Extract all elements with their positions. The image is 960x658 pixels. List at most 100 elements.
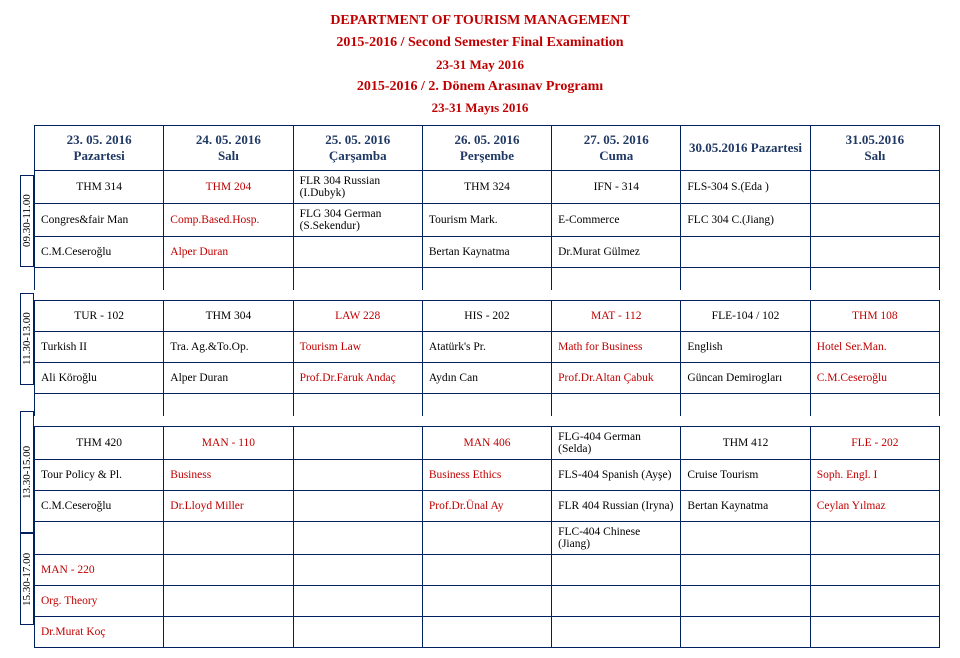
table-row: FLC-404 Chinese (Jiang)	[35, 521, 940, 554]
cell: C.M.Ceseroğlu	[810, 362, 939, 393]
time-sidebar: 09.30-11.00 11.30-13.00 13.30-15.00 15.3…	[20, 125, 34, 648]
cell: Tourism Law	[293, 331, 422, 362]
cell: Tra. Ag.&To.Op.	[164, 331, 293, 362]
table-row: THM 314 THM 204 FLR 304 Russian (I.Dubyk…	[35, 170, 940, 203]
cell: C.M.Ceseroğlu	[35, 236, 164, 267]
cell: MAN - 220	[35, 554, 164, 585]
cell	[293, 521, 422, 554]
cell	[422, 521, 551, 554]
day-col-2: 24. 05. 2016Salı	[164, 125, 293, 170]
cell: Ceylan Yılmaz	[810, 490, 939, 521]
cell	[552, 554, 681, 585]
cell: Atatürk's Pr.	[422, 331, 551, 362]
day-col-4: 26. 05. 2016Perşembe	[422, 125, 551, 170]
cell: Bertan Kaynatma	[681, 490, 810, 521]
cell: Congres&fair Man	[35, 203, 164, 236]
cell: THM 324	[422, 170, 551, 203]
cell: Cruise Tourism	[681, 459, 810, 490]
cell	[681, 585, 810, 616]
cell: Ali Köroğlu	[35, 362, 164, 393]
time-slot-3: 13.30-15.00	[20, 411, 34, 533]
cell: HIS - 202	[422, 300, 551, 331]
cell	[552, 616, 681, 647]
cell: Dr.Murat Gülmez	[552, 236, 681, 267]
schedule-grid: 23. 05. 2016Pazartesi 24. 05. 2016Salı 2…	[34, 125, 940, 648]
cell: FLG 304 German (S.Sekendur)	[293, 203, 422, 236]
time-slot-1: 09.30-11.00	[20, 175, 34, 267]
cell: FLR 404 Russian (Iryna)	[552, 490, 681, 521]
cell	[681, 236, 810, 267]
cell	[810, 203, 939, 236]
cell	[164, 616, 293, 647]
cell: FLR 304 Russian (I.Dubyk)	[293, 170, 422, 203]
cell: FLC-404 Chinese (Jiang)	[552, 521, 681, 554]
day-col-6: 30.05.2016 Pazartesi	[681, 125, 810, 170]
spacer-row	[35, 267, 940, 290]
cell: THM 304	[164, 300, 293, 331]
cell: Güncan Demirogları	[681, 362, 810, 393]
schedule-table-2: TUR - 102 THM 304 LAW 228 HIS - 202 MAT …	[34, 300, 940, 416]
cell: English	[681, 331, 810, 362]
cell: MAN 406	[422, 426, 551, 459]
day-col-7: 31.05.2016Salı	[810, 125, 939, 170]
cell: Tourism Mark.	[422, 203, 551, 236]
spacer-row	[35, 393, 940, 416]
header-line-4: 2015-2016 / 2. Dönem Arasınav Programı	[20, 76, 940, 98]
cell: MAN - 110	[164, 426, 293, 459]
table-row: C.M.Ceseroğlu Alper Duran Bertan Kaynatm…	[35, 236, 940, 267]
cell: IFN - 314	[552, 170, 681, 203]
header-line-3: 23-31 May 2016	[20, 55, 940, 76]
table-row: THM 420 MAN - 110 MAN 406 FLG-404 German…	[35, 426, 940, 459]
cell: LAW 228	[293, 300, 422, 331]
cell: C.M.Ceseroğlu	[35, 490, 164, 521]
cell	[293, 554, 422, 585]
table-row: Tour Policy & Pl. Business Business Ethi…	[35, 459, 940, 490]
time-slot-4: 15.30-17.00	[20, 533, 34, 625]
table-row: TUR - 102 THM 304 LAW 228 HIS - 202 MAT …	[35, 300, 940, 331]
cell: Soph. Engl. I	[810, 459, 939, 490]
cell	[810, 585, 939, 616]
cell	[552, 585, 681, 616]
cell: Alper Duran	[164, 236, 293, 267]
cell: FLE-104 / 102	[681, 300, 810, 331]
cell: FLC 304 C.(Jiang)	[681, 203, 810, 236]
cell: THM 204	[164, 170, 293, 203]
cell	[293, 236, 422, 267]
cell: E-Commerce	[552, 203, 681, 236]
cell: Tour Policy & Pl.	[35, 459, 164, 490]
day-header-row: 23. 05. 2016Pazartesi 24. 05. 2016Salı 2…	[35, 125, 940, 170]
cell: THM 420	[35, 426, 164, 459]
cell	[422, 554, 551, 585]
table-row: MAN - 220	[35, 554, 940, 585]
cell	[293, 585, 422, 616]
cell: FLS-404 Spanish (Ayşe)	[552, 459, 681, 490]
cell: Math for Business	[552, 331, 681, 362]
schedule-table-3: THM 420 MAN - 110 MAN 406 FLG-404 German…	[34, 426, 940, 648]
cell: Org. Theory	[35, 585, 164, 616]
cell: Business	[164, 459, 293, 490]
cell	[422, 616, 551, 647]
cell	[293, 490, 422, 521]
cell	[422, 585, 551, 616]
cell: THM 412	[681, 426, 810, 459]
header-line-1: DEPARTMENT OF TOURISM MANAGEMENT	[20, 10, 940, 32]
schedule-table: 23. 05. 2016Pazartesi 24. 05. 2016Salı 2…	[34, 125, 940, 290]
cell: MAT - 112	[552, 300, 681, 331]
day-col-3: 25. 05. 2016Çarşamba	[293, 125, 422, 170]
cell	[164, 585, 293, 616]
cell	[810, 236, 939, 267]
cell: FLG-404 German (Selda)	[552, 426, 681, 459]
cell	[293, 426, 422, 459]
cell	[293, 459, 422, 490]
cell: Prof.Dr.Ünal Ay	[422, 490, 551, 521]
schedule-wrapper: 09.30-11.00 11.30-13.00 13.30-15.00 15.3…	[20, 125, 940, 648]
cell: THM 108	[810, 300, 939, 331]
cell: FLS-304 S.(Eda )	[681, 170, 810, 203]
cell	[681, 616, 810, 647]
table-row: C.M.Ceseroğlu Dr.Lloyd Miller Prof.Dr.Ün…	[35, 490, 940, 521]
cell	[293, 616, 422, 647]
table-row: Org. Theory	[35, 585, 940, 616]
header-line-5: 23-31 Mayıs 2016	[20, 98, 940, 119]
cell: Aydın Can	[422, 362, 551, 393]
table-row: Congres&fair Man Comp.Based.Hosp. FLG 30…	[35, 203, 940, 236]
